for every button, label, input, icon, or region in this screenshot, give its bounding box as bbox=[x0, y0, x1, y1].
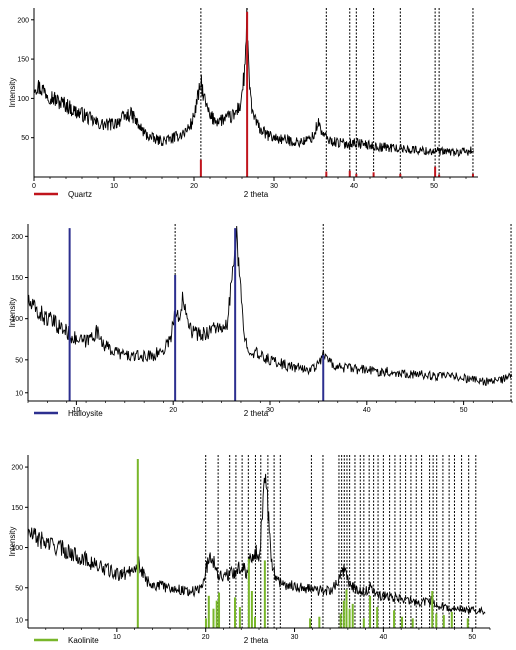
y-axis-title: Intensity bbox=[8, 78, 17, 108]
x-tick-label: 20 bbox=[202, 634, 210, 641]
x-tick-label: 10 bbox=[110, 183, 118, 190]
x-tick-label: 40 bbox=[350, 183, 358, 190]
x-tick-label: 50 bbox=[430, 183, 438, 190]
chart-panel-kaolinite: 10 50 100 150 200 10 20 30 40 50 Intensity 2 theta K… bbox=[8, 455, 491, 645]
diffraction-pattern-line bbox=[27, 225, 513, 386]
y-tick-label: 100 bbox=[11, 545, 23, 552]
x-axis-title: 2 theta bbox=[244, 190, 269, 199]
x-tick-label: 40 bbox=[379, 634, 387, 641]
y-tick-label: 50 bbox=[21, 135, 29, 142]
y-tick-label: 50 bbox=[15, 585, 23, 592]
x-tick-label: 40 bbox=[363, 407, 371, 414]
y-axis-title: Intensity bbox=[8, 298, 17, 328]
x-tick-label: 20 bbox=[169, 407, 177, 414]
y-axis-title: Intensity bbox=[8, 527, 17, 557]
x-axis-title: 2 theta bbox=[244, 409, 269, 418]
x-tick-label: 0 bbox=[32, 183, 36, 190]
y-tick-label: 100 bbox=[17, 96, 29, 103]
y-tick-label: 10 bbox=[15, 390, 23, 397]
x-tick-label: 50 bbox=[460, 407, 468, 414]
diffraction-pattern-line bbox=[33, 7, 475, 158]
y-tick-label: 150 bbox=[11, 275, 23, 282]
diffraction-pattern-line bbox=[27, 473, 486, 616]
x-tick-label: 50 bbox=[468, 634, 476, 641]
x-tick-label: 30 bbox=[291, 634, 299, 641]
legend-label: Halloysite bbox=[68, 409, 103, 418]
chart-panel-halloysite: 10 50 100 150 200 10 20 30 40 50 Intensity 2 theta H… bbox=[8, 224, 513, 418]
y-tick-label: 200 bbox=[17, 17, 29, 24]
legend-label: Kaolinite bbox=[68, 636, 99, 645]
x-tick-label: 30 bbox=[266, 407, 274, 414]
x-tick-label: 20 bbox=[190, 183, 198, 190]
x-axis-title: 2 theta bbox=[244, 636, 269, 645]
y-tick-label: 150 bbox=[11, 505, 23, 512]
legend-label: Quartz bbox=[68, 190, 92, 199]
y-tick-label: 100 bbox=[11, 316, 23, 323]
y-tick-label: 50 bbox=[15, 357, 23, 364]
chart-panel-quartz: 50 100 150 200 0 10 20 30 40 50 Intensity 2 theta Qu… bbox=[8, 7, 478, 199]
y-tick-label: 150 bbox=[17, 57, 29, 64]
x-tick-label: 10 bbox=[73, 407, 81, 414]
y-tick-label: 200 bbox=[11, 465, 23, 472]
x-tick-label: 30 bbox=[270, 183, 278, 190]
y-tick-label: 10 bbox=[15, 617, 23, 624]
y-tick-label: 200 bbox=[11, 234, 23, 241]
x-tick-label: 10 bbox=[113, 634, 121, 641]
